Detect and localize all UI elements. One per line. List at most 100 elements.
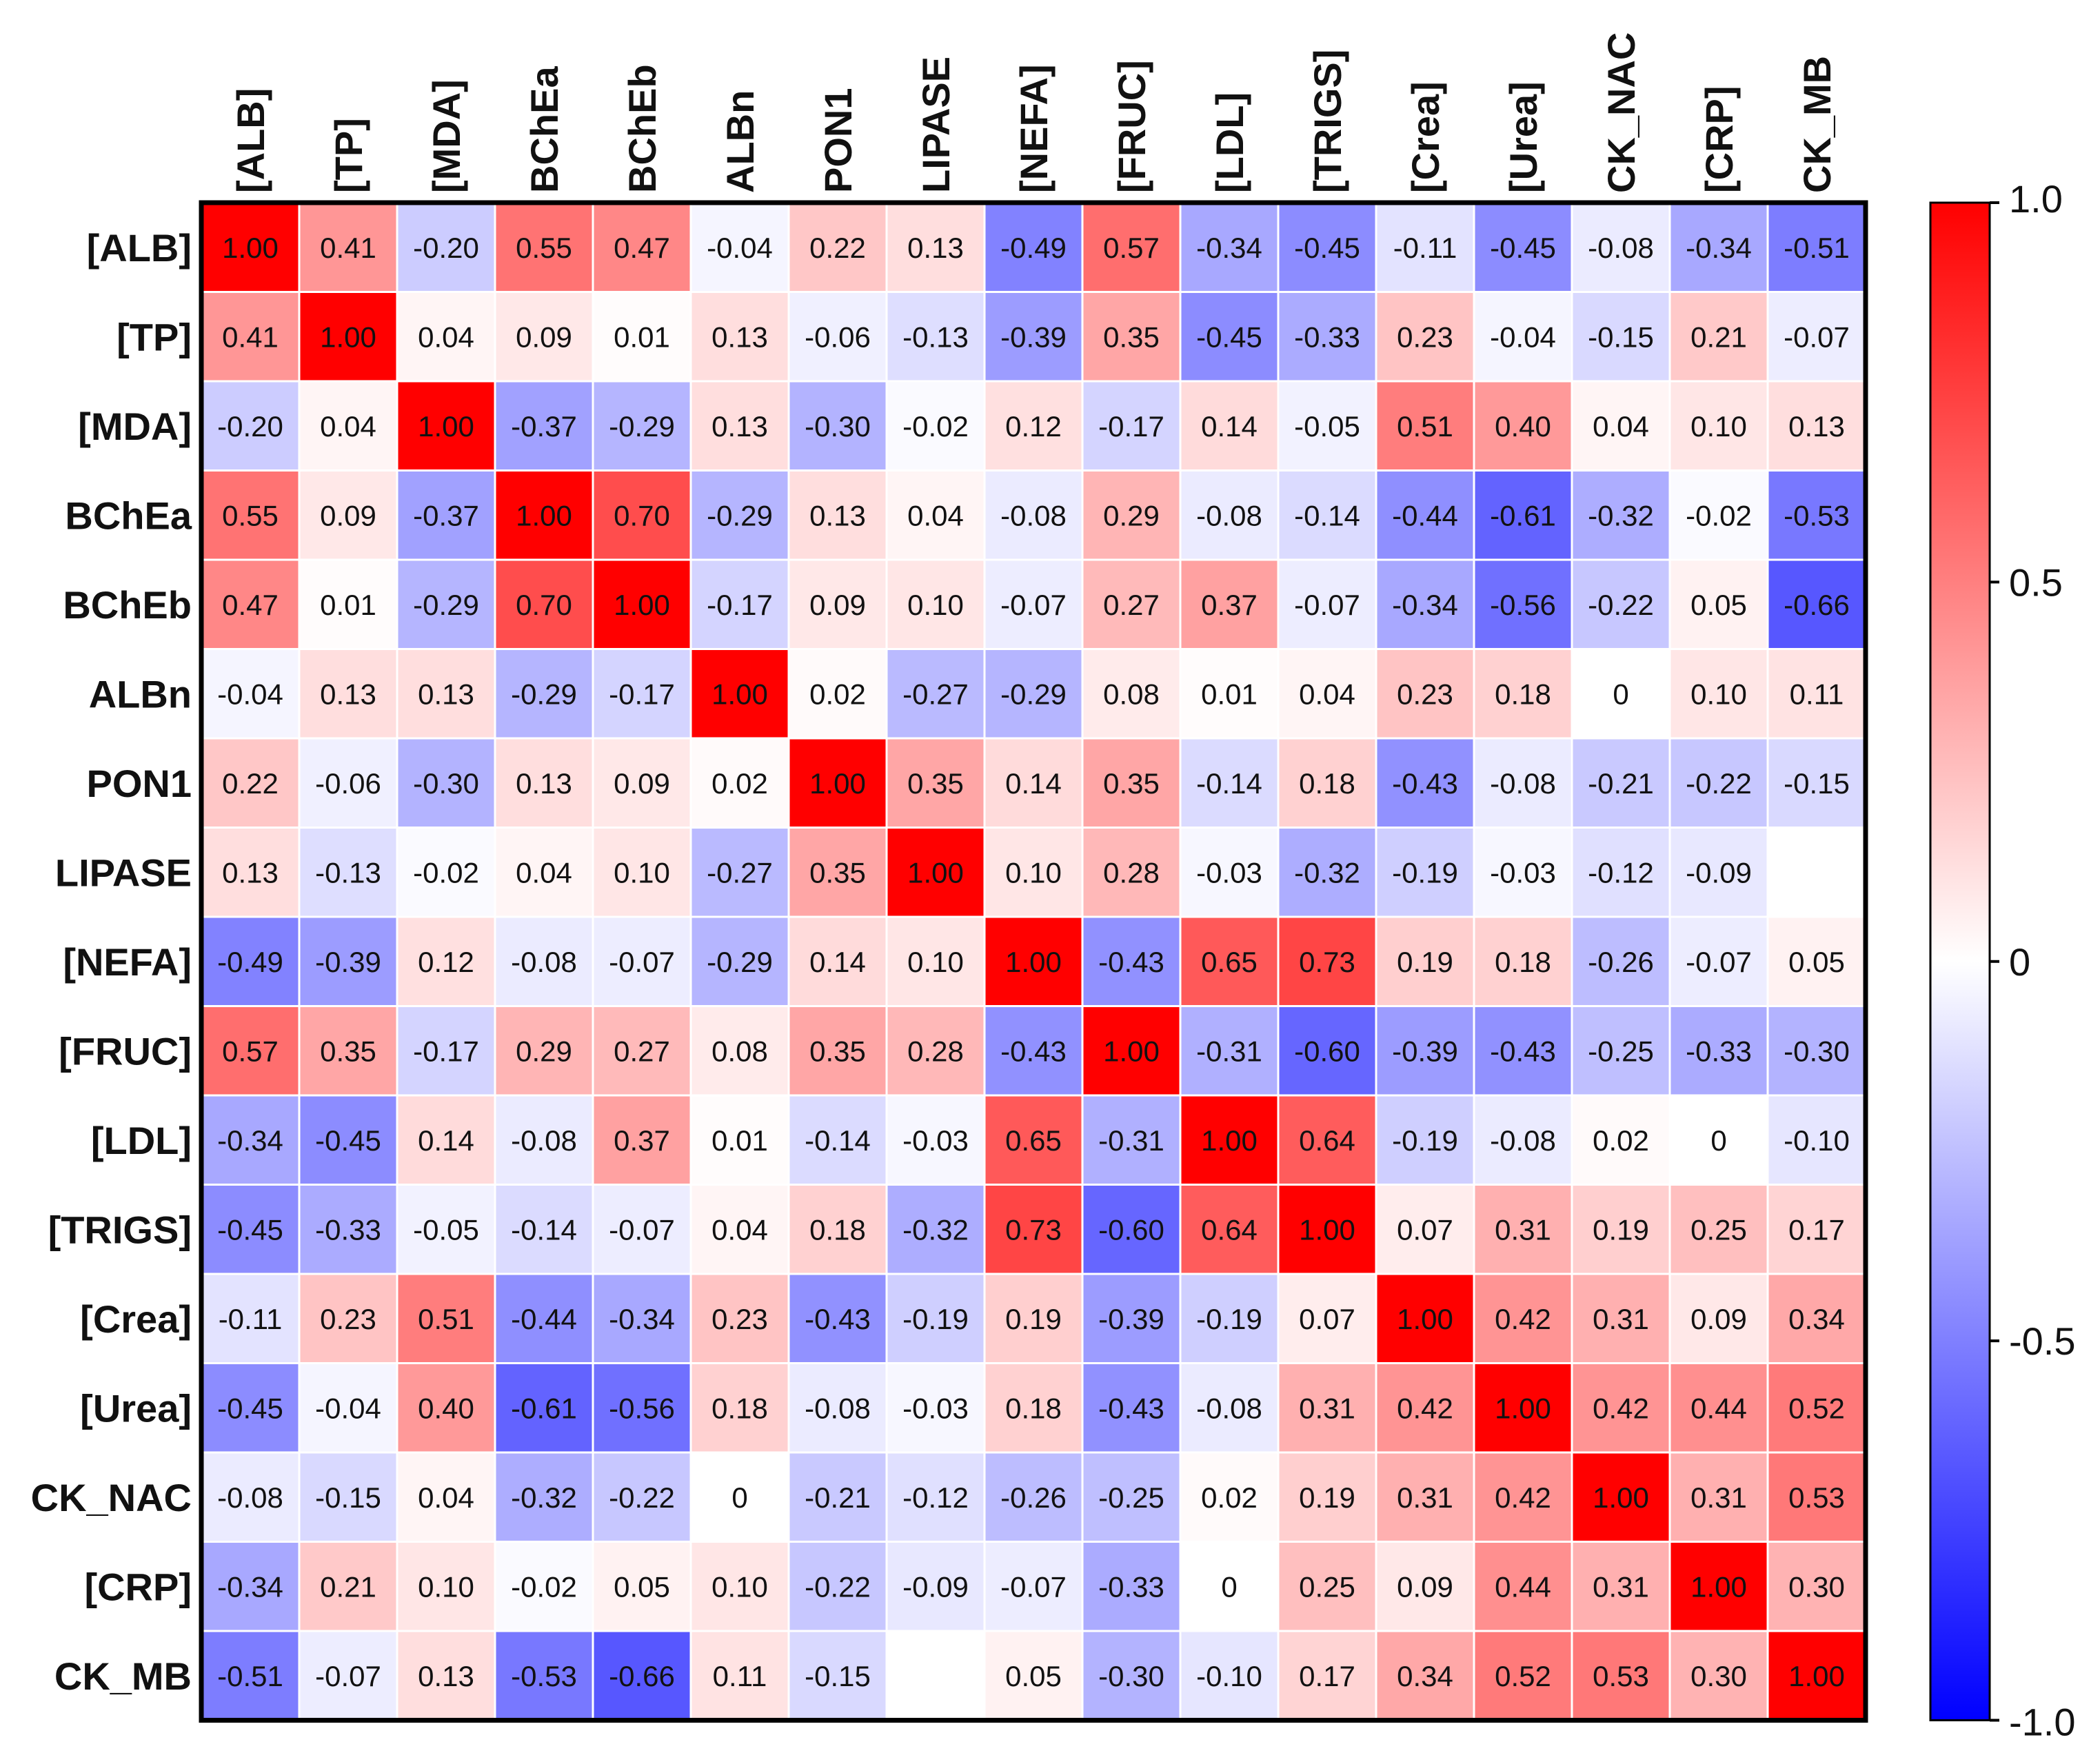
cell-value-label: -0.34 xyxy=(217,1570,283,1603)
cell-value-label: -0.07 xyxy=(315,1660,381,1692)
cell-value-label: 1.00 xyxy=(222,232,279,264)
heatmap-cell xyxy=(298,1184,398,1275)
cell-value-label: -0.02 xyxy=(902,410,969,443)
colorbar-tick-label: 0 xyxy=(2009,940,2030,984)
heatmap-cell xyxy=(1179,291,1280,383)
heatmap-cell xyxy=(1473,648,1573,740)
heatmap-cell xyxy=(298,1451,398,1543)
cell-value-label: -0.51 xyxy=(1784,232,1850,264)
cell-value-label: 0.23 xyxy=(711,1303,768,1335)
heatmap-cell xyxy=(885,469,986,561)
heatmap-cell xyxy=(689,380,790,472)
heatmap-cell xyxy=(1179,915,1280,1007)
cell-value-label: -0.51 xyxy=(217,1660,283,1692)
heatmap-cell xyxy=(592,1273,692,1364)
heatmap-cell xyxy=(494,1273,594,1364)
heatmap-cell xyxy=(592,1184,692,1275)
colorbar-tick-label: 1.0 xyxy=(2009,177,2063,221)
cell-value-label: 0.13 xyxy=(222,856,279,889)
heatmap-cell xyxy=(1081,827,1182,918)
cell-value-label: 0.18 xyxy=(1005,1392,1062,1424)
cell-value-label: 0.01 xyxy=(1201,678,1258,710)
heatmap-cell xyxy=(1668,558,1769,650)
cell-value-label: -0.37 xyxy=(413,499,479,531)
cell-value-label: 1.00 xyxy=(1201,1124,1258,1157)
cell-value-label: -0.66 xyxy=(1784,589,1850,621)
heatmap-cell xyxy=(592,1005,692,1097)
heatmap-cell xyxy=(1081,469,1182,561)
cell-value-label: 0.52 xyxy=(1788,1392,1845,1424)
cell-value-label: 0.10 xyxy=(1690,410,1747,443)
cell-value-label: -0.17 xyxy=(1098,410,1164,443)
heatmap-cell xyxy=(689,648,790,740)
column-label: [FRUC] xyxy=(1110,60,1153,193)
cell-value-label: 0.27 xyxy=(1103,589,1160,621)
cell-value-label: -0.53 xyxy=(511,1660,577,1692)
heatmap-cell xyxy=(983,1273,1084,1364)
cell-value-label: 0.10 xyxy=(614,856,670,889)
heatmap-cell xyxy=(885,827,986,918)
heatmap-cell xyxy=(1277,1451,1377,1543)
cell-value-label: -0.12 xyxy=(1588,856,1654,889)
cell-value-label: 0.35 xyxy=(1103,767,1160,800)
cell-value-label: -0.29 xyxy=(707,499,773,531)
cell-value-label: -0.30 xyxy=(413,767,479,800)
cell-value-label: 1.00 xyxy=(320,321,376,353)
cell-value-label: -0.08 xyxy=(805,1392,871,1424)
cell-value-label: -0.11 xyxy=(1393,232,1457,264)
heatmap-cell xyxy=(1473,1630,1573,1721)
cell-value-label: -0.39 xyxy=(1098,1303,1164,1335)
cell-value-label: 0 xyxy=(1710,1124,1726,1157)
heatmap-cells: 1.00 0.41 -0.20 0.55 0.47 -0.04 0.22 0.13 -0.49 0… xyxy=(200,201,1867,1721)
cell-value-label: -0.29 xyxy=(1000,678,1067,710)
heatmap-cell xyxy=(1766,201,1867,293)
cell-value-label: -0.19 xyxy=(1392,856,1458,889)
cell-value-label: 1.00 xyxy=(1593,1481,1649,1514)
cell-value-label: -0.19 xyxy=(1392,1124,1458,1157)
cell-value-label: 0.31 xyxy=(1299,1392,1355,1424)
cell-value-label: 0.31 xyxy=(1593,1303,1649,1335)
cell-value-label: -0.45 xyxy=(1490,232,1556,264)
cell-value-label: -0.44 xyxy=(1392,499,1458,531)
cell-value-label: -0.32 xyxy=(1588,499,1654,531)
cell-value-label: 0.30 xyxy=(1788,1570,1845,1603)
cell-value-label: -0.29 xyxy=(609,410,675,443)
heatmap-cell xyxy=(396,380,496,472)
cell-value-label: -0.20 xyxy=(217,410,283,443)
column-label: LIPASE xyxy=(914,57,958,193)
cell-value-label: -0.29 xyxy=(413,589,479,621)
heatmap-cell xyxy=(494,827,594,918)
cell-value-label: 0.65 xyxy=(1005,1124,1062,1157)
cell-value-label: 0.70 xyxy=(614,499,670,531)
cell-value-label: 0.13 xyxy=(516,767,572,800)
heatmap-cell xyxy=(298,469,398,561)
row-label: [TRIGS] xyxy=(48,1208,192,1251)
cell-value-label: 0.42 xyxy=(1397,1392,1453,1424)
cell-value-label: 0.04 xyxy=(320,410,376,443)
cell-value-label: 0.19 xyxy=(1397,946,1453,978)
column-label: ALBn xyxy=(718,90,762,193)
cell-value-label: 0.12 xyxy=(1005,410,1062,443)
heatmap-cell xyxy=(983,1094,1084,1186)
heatmap-cell xyxy=(396,469,496,561)
heatmap-cell xyxy=(689,291,790,383)
heatmap-cell xyxy=(1571,915,1671,1007)
cell-value-label: -0.45 xyxy=(1294,232,1360,264)
cell-value-label: 0.05 xyxy=(1690,589,1747,621)
heatmap-cell xyxy=(1375,1451,1475,1543)
cell-value-label: 0.10 xyxy=(1690,678,1747,710)
cell-value-label: 0 xyxy=(1613,678,1628,710)
cell-value-label: 0.21 xyxy=(1690,321,1747,353)
cell-value-label: 0.28 xyxy=(1103,856,1160,889)
cell-value-label: 0.57 xyxy=(222,1035,279,1067)
cell-value-label: -0.26 xyxy=(1000,1481,1067,1514)
cell-value-label: 0.04 xyxy=(516,856,572,889)
cell-value-label: -0.32 xyxy=(511,1481,577,1514)
heatmap-cell xyxy=(1668,1362,1769,1454)
heatmap-cell xyxy=(1668,737,1769,829)
cell-value-label: 0.09 xyxy=(614,767,670,800)
colorbar-gradient xyxy=(1929,201,1991,1721)
heatmap-cell xyxy=(1277,1362,1377,1454)
heatmap-cell xyxy=(787,1362,888,1454)
